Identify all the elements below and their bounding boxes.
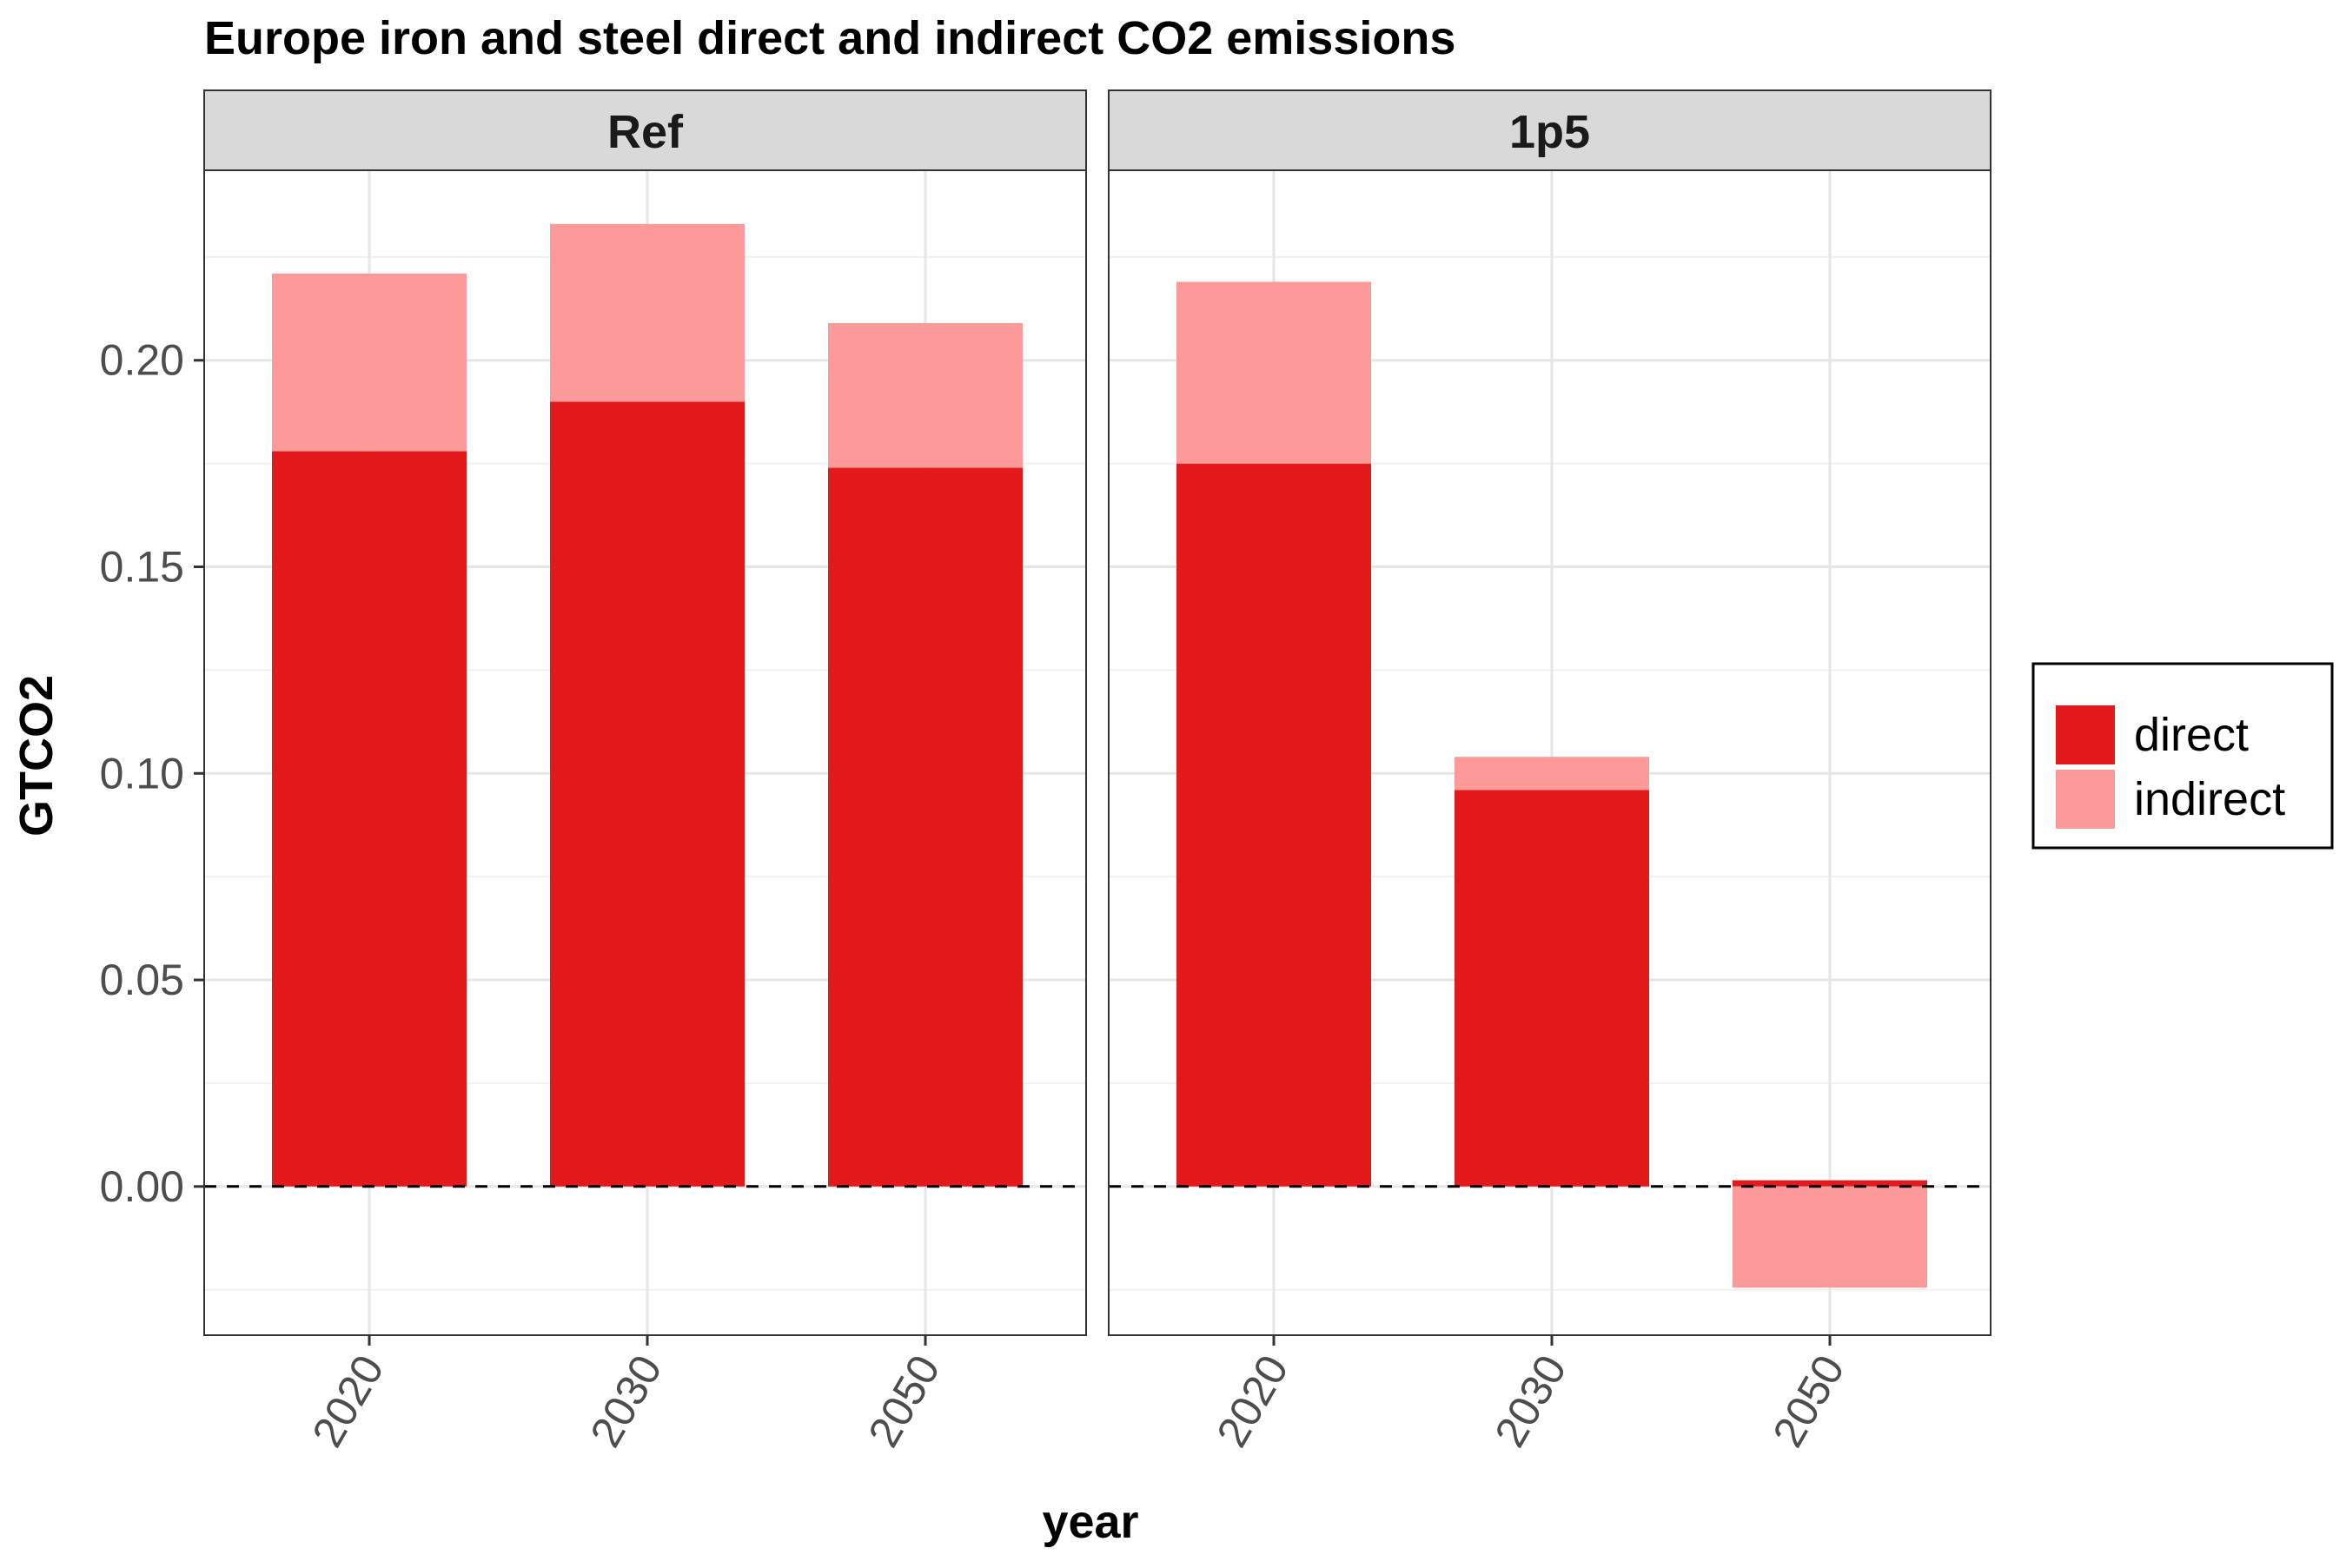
x-axis-title: year [1042, 1496, 1138, 1548]
legend-key-direct [2056, 705, 2115, 764]
y-tick-label: 0.15 [100, 543, 184, 592]
bar-indirect-2020 [1176, 281, 1371, 464]
facet-strip [1108, 89, 1991, 171]
facet-strip-label: Ref [607, 106, 684, 158]
y-tick-label: 0.00 [100, 1162, 184, 1211]
legend-label-indirect: indirect [2134, 773, 2285, 825]
legend-label-direct: direct [2134, 709, 2249, 761]
bar-direct-2050 [828, 467, 1023, 1187]
bar-indirect-2050 [1733, 1186, 1927, 1288]
y-tick-label: 0.10 [100, 749, 184, 797]
x-tick-label: 2020 [302, 1347, 393, 1455]
bar-indirect-2050 [828, 322, 1023, 468]
bar-direct-2050 [1733, 1180, 1927, 1187]
x-tick-label: 2030 [1485, 1347, 1575, 1455]
bar-direct-2020 [1176, 463, 1371, 1187]
bar-direct-2030 [1455, 790, 1649, 1187]
panel-1p5: 1p5 2020 2030 2050 [1108, 89, 1991, 1455]
bar-direct-2020 [272, 451, 467, 1187]
y-axis: 0.00 0.05 0.10 0.15 0.20 [100, 336, 204, 1211]
bar-direct-2030 [550, 401, 745, 1187]
x-tick-label: 2020 [1207, 1347, 1297, 1455]
panel-ref: Ref 2020 2030 2050 [203, 89, 1087, 1455]
legend: direct indirect [2031, 662, 2334, 850]
facet-strip-label: 1p5 [1509, 106, 1590, 158]
bar-indirect-2030 [1455, 757, 1649, 791]
x-tick-label: 2050 [858, 1347, 949, 1455]
bar-indirect-2030 [550, 223, 745, 402]
chart-title: Europe iron and steel direct and indirec… [204, 12, 1455, 64]
legend-key-indirect [2056, 770, 2115, 829]
panels-layer: Ref 2020 2030 2050 1p5 2020 2030 2050 [203, 89, 1991, 1455]
panel-border [1108, 169, 1991, 1336]
facet-strip [203, 89, 1087, 171]
panel-border [203, 169, 1087, 1336]
y-axis-title: GTCO2 [10, 675, 63, 837]
bar-indirect-2020 [272, 273, 467, 452]
x-tick-label: 2030 [580, 1347, 671, 1455]
x-tick-label: 2050 [1763, 1347, 1853, 1455]
y-tick-label: 0.20 [100, 336, 184, 385]
y-tick-label: 0.05 [100, 956, 184, 1004]
